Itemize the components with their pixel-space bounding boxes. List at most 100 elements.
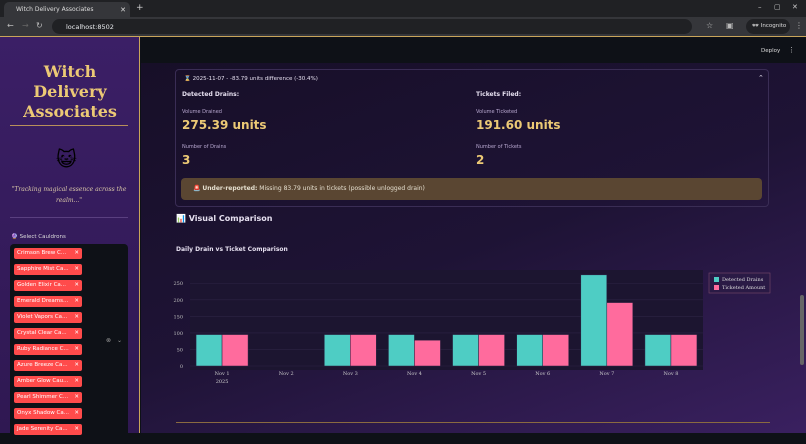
cauldron-chip[interactable]: Emerald Dreams... ✕	[14, 296, 82, 307]
bookmark-star-icon[interactable]: ☆	[706, 21, 714, 30]
maximize-icon[interactable]: ▢	[774, 3, 781, 11]
chart-title: Daily Drain vs Ticket Comparison	[176, 246, 288, 253]
brand-line: Associates	[23, 102, 117, 121]
cauldron-chip[interactable]: Crystal Clear Ca... ✕	[14, 328, 82, 339]
y-tick-label: 100	[173, 331, 183, 337]
bar-ticketed-amount	[478, 334, 505, 367]
bar-ticketed-amount	[414, 339, 441, 367]
browser-menu-icon[interactable]: ⋮	[795, 21, 803, 30]
tagline: "Tracking magical essence across the rea…	[11, 186, 127, 204]
incognito-badge[interactable]: 🕶 Incognito	[746, 19, 790, 34]
clear-all-icon[interactable]: ⊗	[106, 337, 112, 344]
bar-ticketed-amount	[670, 334, 698, 367]
scrollbar[interactable]	[800, 295, 804, 365]
x-tick-label: Nov 8	[663, 371, 678, 377]
remove-chip-icon[interactable]: ✕	[74, 330, 79, 336]
tickets-heading: Tickets Filed:	[476, 91, 522, 98]
browser-tab[interactable]: Witch Delivery Associates ✕	[4, 2, 130, 17]
chip-label: Jade Serenity Ca...	[17, 426, 68, 432]
x-tick-label: Nov 6	[535, 371, 550, 377]
warning-text: Missing 83.79 units in tickets (possible…	[257, 185, 425, 192]
x-year-label: 2025	[216, 379, 229, 385]
divider	[176, 422, 770, 423]
volume-drained-value: 275.39 units	[182, 118, 267, 132]
chip-label: Crystal Clear Ca...	[17, 330, 67, 336]
y-tick-label: 0	[180, 364, 183, 370]
bar-detected-drains	[388, 334, 415, 367]
cauldron-chip[interactable]: Jade Serenity Ca... ✕	[14, 424, 82, 435]
cauldron-multiselect[interactable]: ⊗ ⌄ Crimson Brew C... ✕ Sapphire Mist Ca..…	[10, 244, 128, 444]
cauldron-chip[interactable]: Violet Vapors Ca... ✕	[14, 312, 82, 323]
legend-swatch	[714, 285, 719, 290]
new-tab-icon[interactable]: +	[136, 3, 144, 13]
brand-line: Delivery	[33, 82, 107, 101]
bar-detected-drains	[516, 334, 543, 367]
cauldron-chip[interactable]: Golden Elixir Ca... ✕	[14, 280, 82, 291]
y-tick-label: 50	[177, 347, 183, 353]
legend-label: Detected Drains	[722, 277, 764, 283]
bar-chart[interactable]: 0 50 100 150 200 250 Nov 1 2025 Nov 2 Nov 3 Nov 4 N…	[0, 0, 806, 433]
chip-label: Ruby Radiance C...	[17, 346, 69, 352]
remove-chip-icon[interactable]: ✕	[74, 362, 79, 368]
bar-ticketed-amount	[350, 334, 377, 367]
remove-chip-icon[interactable]: ✕	[74, 314, 79, 320]
legend-label: Ticketed Amount	[722, 285, 765, 291]
chip-label: Sapphire Mist Ca...	[17, 266, 69, 272]
remove-chip-icon[interactable]: ✕	[74, 378, 79, 384]
main-content	[141, 63, 806, 433]
drain-count-label: Number of Drains	[182, 144, 227, 150]
remove-chip-icon[interactable]: ✕	[74, 346, 79, 352]
volume-ticketed-value: 191.60 units	[476, 118, 561, 132]
ticket-count-label: Number of Tickets	[476, 144, 522, 150]
tab-title: Witch Delivery Associates	[16, 6, 94, 13]
close-window-icon[interactable]: ✕	[792, 3, 798, 11]
volume-ticketed-label: Volume Ticketed	[476, 109, 518, 115]
bar-detected-drains	[452, 334, 479, 367]
cast-icon[interactable]: ▣	[726, 21, 734, 30]
close-tab-icon[interactable]: ✕	[120, 5, 126, 14]
chevron-down-icon[interactable]: ⌄	[117, 337, 123, 344]
remove-chip-icon[interactable]: ✕	[74, 410, 79, 416]
cauldron-chip[interactable]: Ruby Radiance C... ✕	[14, 344, 82, 355]
incognito-label: Incognito	[760, 23, 787, 29]
drain-count-value: 3	[182, 153, 191, 167]
cauldron-chip[interactable]: Amber Glow Cau... ✕	[14, 376, 82, 387]
bar-detected-drains	[580, 274, 608, 367]
remove-chip-icon[interactable]: ✕	[74, 266, 79, 272]
remove-chip-icon[interactable]: ✕	[74, 250, 79, 256]
remove-chip-icon[interactable]: ✕	[74, 426, 79, 432]
cauldron-chip[interactable]: Onyx Shadow Ca... ✕	[14, 408, 82, 419]
cauldron-chip[interactable]: Sapphire Mist Ca... ✕	[14, 264, 82, 275]
y-tick-label: 200	[173, 298, 183, 304]
back-icon[interactable]: ←	[7, 21, 14, 30]
reload-icon[interactable]: ↻	[36, 21, 43, 30]
url-input[interactable]: localhost:8502	[52, 19, 692, 34]
cauldron-chip[interactable]: Azure Breeze Ca... ✕	[14, 360, 82, 371]
y-tick-label: 250	[173, 281, 183, 287]
divider	[0, 36, 806, 37]
brand-title: Witch Delivery Associates	[0, 62, 140, 122]
cauldron-chip[interactable]: Crimson Brew C... ✕	[14, 248, 82, 259]
x-tick-label: Nov 1	[215, 371, 230, 377]
bar-ticketed-amount	[542, 334, 569, 367]
remove-chip-icon[interactable]: ✕	[74, 282, 79, 288]
expander-title[interactable]: ⌛ 2025-11-07 - -83.79 units difference (…	[184, 76, 318, 82]
sidebar: Witch Delivery Associates 😺 "Tracking ma…	[0, 37, 140, 444]
browser-tabbar: Witch Delivery Associates ✕ + – ▢ ✕	[0, 0, 806, 17]
main-menu-icon[interactable]: ⋮	[788, 46, 795, 54]
volume-drained-label: Volume Drained	[182, 109, 222, 115]
deploy-button[interactable]: Deploy	[761, 48, 781, 54]
bar-ticketed-amount	[221, 334, 249, 367]
bar-detected-drains	[324, 334, 351, 367]
divider	[10, 125, 128, 126]
app-header	[141, 37, 806, 63]
remove-chip-icon[interactable]: ✕	[74, 298, 79, 304]
forward-icon[interactable]: →	[22, 21, 29, 30]
legend-swatch	[714, 277, 719, 282]
remove-chip-icon[interactable]: ✕	[74, 394, 79, 400]
minimize-icon[interactable]: –	[758, 3, 762, 11]
cat-emoji-icon: 😺	[56, 147, 77, 171]
cauldron-chip[interactable]: Pearl Shimmer C... ✕	[14, 392, 82, 403]
collapse-icon[interactable]: ⌃	[758, 74, 764, 82]
chip-label: Violet Vapors Ca...	[17, 314, 68, 320]
